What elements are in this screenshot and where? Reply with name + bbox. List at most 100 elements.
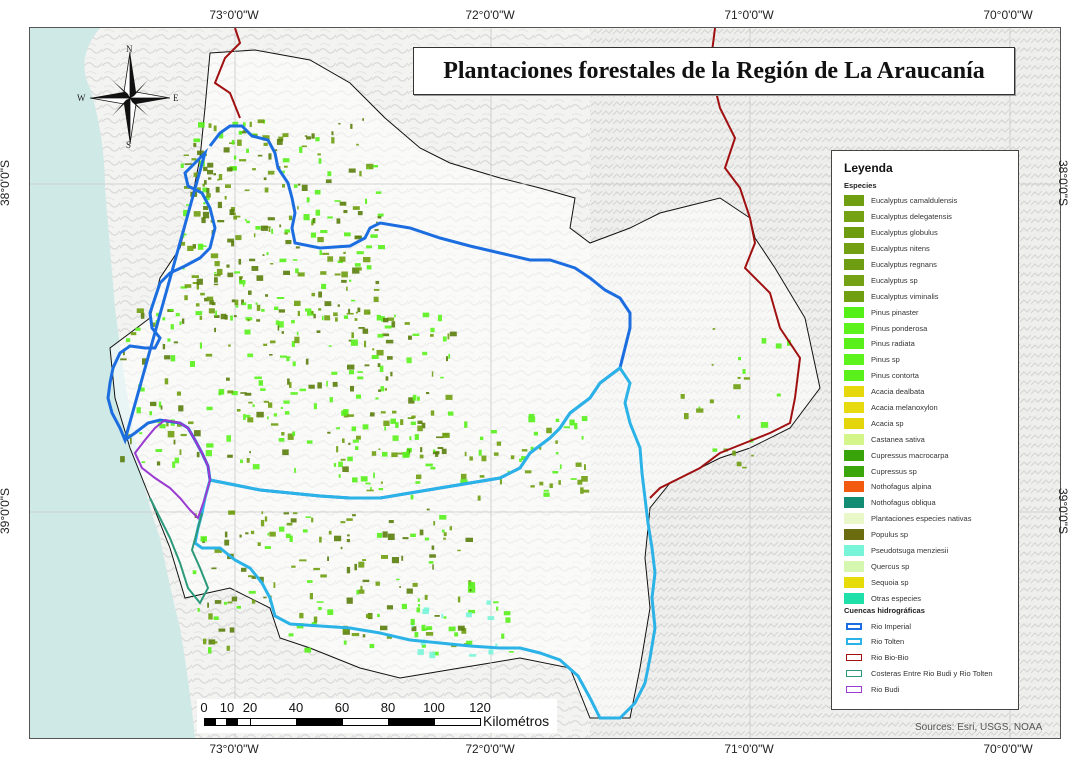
plantation-patch: [373, 296, 379, 303]
scale-seg-5: [250, 718, 297, 726]
plantation-patch: [306, 136, 312, 140]
plantation-patch: [528, 416, 536, 423]
plantation-patch: [362, 424, 369, 430]
plantation-patch: [196, 283, 199, 290]
plantation-patch: [199, 315, 203, 320]
plantation-patch: [737, 415, 741, 419]
plantation-patch: [247, 304, 252, 310]
plantation-patch: [478, 449, 482, 456]
plantation-patch: [214, 261, 220, 267]
plantation-patch: [233, 155, 237, 160]
plantation-patch: [160, 405, 163, 410]
plantation-patch: [321, 283, 327, 290]
plantation-patch: [260, 388, 266, 391]
plantation-patch: [387, 533, 395, 540]
plantation-patch: [182, 267, 185, 270]
plantation-patch: [180, 241, 186, 246]
legend-label: Eucalyptus sp: [871, 275, 918, 285]
plantation-patch: [169, 308, 174, 312]
plantation-patch: [187, 245, 194, 251]
plantation-patch: [224, 196, 227, 200]
plantation-patch: [245, 317, 253, 321]
plantation-patch: [496, 606, 499, 611]
plantation-patch: [712, 448, 718, 452]
lon-label-top-72: 72°0'0"W: [465, 8, 515, 22]
plantation-patch: [172, 461, 176, 468]
plantation-patch: [430, 327, 435, 333]
plantation-patch: [315, 137, 320, 142]
legend-label: Cupressus macrocarpa: [871, 450, 949, 460]
plantation-patch: [125, 338, 131, 343]
plantation-patch: [742, 369, 746, 374]
plantation-patch: [400, 419, 404, 425]
compass-s: S: [126, 140, 132, 150]
plantation-patch: [468, 609, 476, 614]
plantation-patch: [401, 603, 407, 610]
plantation-patch: [399, 586, 401, 588]
plantation-patch: [377, 333, 384, 338]
plantation-patch: [120, 358, 127, 361]
plantation-patch: [430, 410, 435, 416]
plantation-patch: [299, 559, 307, 562]
plantation-patch: [282, 184, 285, 188]
legend-swatch: [844, 386, 864, 398]
plantation-patch: [374, 229, 379, 231]
plantation-patch: [339, 256, 346, 262]
plantation-patch: [431, 545, 435, 550]
plantation-patch: [408, 397, 415, 404]
plantation-patch: [347, 534, 350, 537]
legend-item-species: Pinus contorta: [844, 368, 1008, 384]
plantation-patch: [167, 431, 175, 438]
plantation-patch: [135, 327, 141, 331]
plantation-patch: [245, 532, 249, 535]
plantation-patch: [392, 435, 399, 441]
plantation-patch: [140, 312, 145, 319]
scale-label-10: 10: [219, 700, 235, 715]
plantation-patch: [555, 440, 558, 444]
legend-label: Otras especies: [871, 593, 922, 603]
plantation-patch: [327, 556, 329, 561]
plantation-patch: [218, 389, 225, 395]
plantation-patch: [208, 613, 213, 620]
plantation-patch: [409, 436, 412, 441]
plantation-patch: [340, 521, 346, 524]
plantation-patch: [420, 447, 423, 453]
plantation-patch: [311, 221, 314, 226]
plantation-patch: [243, 122, 246, 127]
plantation-patch: [410, 494, 414, 500]
plantation-patch: [242, 302, 247, 306]
plantation-patch: [175, 312, 180, 317]
legend-swatch: [844, 195, 864, 207]
scale-seg-7: [342, 718, 389, 726]
plantation-patch: [220, 313, 227, 320]
plantation-patch: [373, 288, 380, 291]
scale-label-40: 40: [288, 700, 304, 715]
plantation-patch: [233, 215, 237, 220]
plantation-patch: [193, 138, 201, 143]
plantation-patch: [454, 632, 459, 637]
plantation-patch: [264, 516, 268, 522]
plantation-patch: [439, 515, 447, 520]
plantation-patch: [465, 612, 472, 618]
plantation-patch: [341, 279, 347, 283]
plantation-patch: [570, 478, 577, 480]
plantation-patch: [371, 451, 377, 456]
legend-basin-swatch: [846, 622, 862, 630]
plantation-patch: [189, 361, 195, 367]
plantation-patch: [278, 309, 285, 313]
plantation-patch: [281, 331, 284, 334]
plantation-patch: [381, 316, 385, 322]
basin-rio-budi: [133, 418, 212, 520]
plantation-patch: [583, 489, 590, 493]
plantation-patch: [396, 578, 400, 581]
plantation-patch: [426, 626, 433, 630]
plantation-patch: [303, 214, 310, 221]
plantation-patch: [376, 532, 383, 538]
legend-label: Pinus ponderosa: [871, 323, 928, 333]
plantation-patch: [231, 596, 238, 602]
plantation-patch: [366, 245, 372, 249]
legend-swatch: [844, 290, 864, 302]
legend-item-species: Eucalyptus viminalis: [844, 288, 1008, 304]
plantation-patch: [315, 209, 321, 216]
plantation-patch: [320, 574, 327, 578]
